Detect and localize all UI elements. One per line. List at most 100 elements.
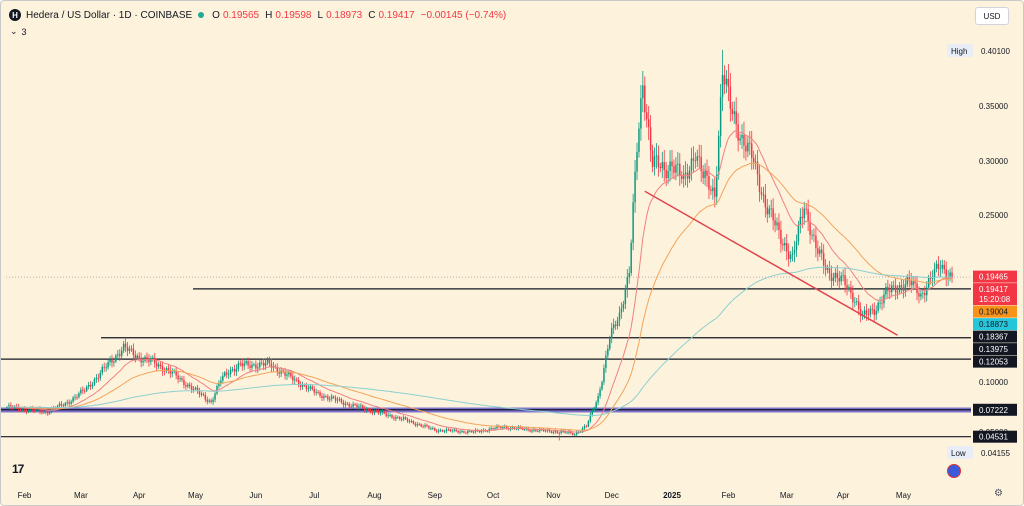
candle-body (202, 393, 205, 395)
tradingview-logo-icon[interactable]: 17 (12, 462, 24, 476)
gear-icon[interactable]: ⚙ (994, 488, 1003, 499)
candle-body (367, 409, 370, 411)
candle-body (278, 372, 280, 374)
candle-body (154, 357, 156, 364)
candle-body (926, 287, 928, 296)
candle-body (395, 417, 397, 419)
candle-body (371, 412, 374, 414)
candle-body (603, 368, 605, 383)
candle-body (815, 235, 817, 249)
candle-body (21, 408, 24, 411)
candle-body (486, 431, 489, 432)
candle-body (212, 399, 214, 402)
candle-body (673, 166, 675, 173)
candle-body (365, 409, 368, 411)
candle-body (848, 287, 850, 290)
candle-body (752, 157, 755, 163)
candle-body (527, 428, 529, 431)
candle-body (268, 359, 271, 364)
candle-body (854, 302, 856, 303)
candle-body (908, 277, 910, 281)
candle-body (614, 324, 617, 327)
price-tag-value: 0.13975 (979, 345, 1008, 354)
candle-body (739, 138, 741, 141)
x-tick-label: Sep (428, 491, 443, 500)
candle-body (198, 391, 201, 395)
trendline[interactable] (644, 190, 898, 336)
candle-body (260, 362, 263, 364)
candle-body (406, 418, 409, 422)
candle-body (583, 426, 586, 429)
candle-body (714, 187, 716, 197)
candle-body (531, 430, 533, 432)
candle-body (404, 417, 407, 419)
x-tick-label: Mar (74, 491, 88, 500)
us-flag-icon[interactable] (947, 464, 961, 478)
candle-body (62, 405, 65, 407)
candle-body (445, 429, 448, 432)
candle-body (459, 431, 461, 433)
chevron-down-icon: ⌄ (10, 26, 18, 36)
candle-body (929, 277, 932, 279)
candle-body (564, 431, 566, 433)
candle-body (39, 408, 41, 412)
candle-body (93, 379, 96, 385)
x-tick-label: Jun (249, 491, 262, 500)
candle-body (593, 408, 595, 411)
candle-body (237, 363, 240, 369)
candle-body (163, 371, 166, 373)
candle-body (109, 359, 111, 363)
candle-body (122, 343, 125, 351)
candle-body (119, 354, 121, 356)
candle-body (189, 384, 191, 387)
candle-body (416, 424, 419, 426)
candle-body (148, 358, 150, 362)
indicators-toggle[interactable]: ⌄ 3 (10, 26, 27, 37)
candle-body (935, 263, 938, 269)
candle-body (45, 411, 47, 413)
candle-body (469, 430, 471, 432)
candle-body (387, 415, 389, 416)
candle-body (951, 272, 953, 278)
candle-body (412, 420, 415, 424)
candle-body (196, 387, 199, 392)
candle-body (276, 366, 279, 373)
candle-body (8, 405, 10, 407)
candle-body (185, 385, 187, 387)
candle-body (842, 275, 844, 276)
candle-body (340, 399, 343, 403)
candle-body (661, 162, 664, 169)
candle-body (443, 431, 446, 433)
currency-selector[interactable]: USD (975, 7, 1009, 25)
candle-body (171, 371, 173, 374)
candle-body (922, 292, 924, 294)
candle-body (822, 253, 825, 266)
candle-body (480, 430, 483, 433)
candle-body (66, 402, 68, 404)
candle-body (214, 393, 216, 400)
candle-body (362, 405, 364, 408)
candle-body (575, 432, 578, 435)
candle-body (134, 355, 137, 359)
candle-body (836, 272, 839, 279)
candle-body (562, 431, 564, 432)
candle-body (638, 128, 640, 152)
candle-body (383, 411, 385, 414)
candle-body (315, 391, 317, 393)
symbol-title[interactable]: Hedera / US Dollar · 1D · COINBASE (26, 9, 193, 21)
candle-body (605, 355, 607, 369)
candle-body (657, 155, 660, 168)
x-tick-label: Aug (367, 491, 381, 500)
candle-body (113, 361, 115, 363)
candle-body (807, 209, 809, 222)
candle-body (883, 294, 885, 304)
candle-body (91, 384, 94, 387)
candle-body (706, 170, 708, 176)
candle-body (6, 407, 8, 408)
candle-body (447, 429, 450, 431)
candle-body (463, 431, 465, 433)
price-tag-value: 0.19004 (979, 308, 1008, 317)
candle-body (342, 402, 345, 405)
candle-body (548, 429, 551, 432)
